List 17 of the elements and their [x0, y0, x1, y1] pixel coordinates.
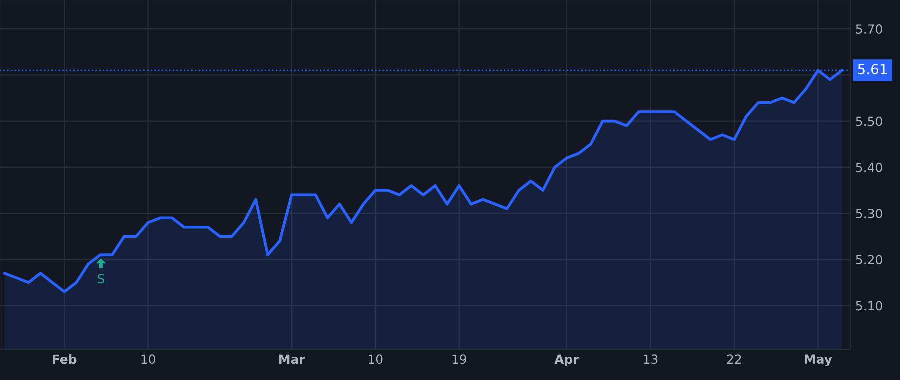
y-tick-label: 5.10	[856, 301, 882, 311]
y-tick-label: 5.50	[856, 116, 882, 126]
y-tick-label: 5.20	[856, 255, 882, 265]
y-tick-label: 5.70	[856, 24, 882, 34]
y-tick-label: 5.40	[856, 162, 882, 172]
x-tick-label: May	[805, 354, 832, 367]
y-tick-label: 5.30	[856, 209, 882, 218]
x-tick-label: Mar	[280, 354, 306, 364]
x-tick-label: 10	[369, 354, 383, 364]
annotation: S	[98, 274, 104, 284]
x-tick-label: 13	[644, 354, 658, 364]
ref-line-label: 5.61	[858, 64, 887, 75]
x-tick-label: Feb	[53, 354, 77, 364]
x-tick-label: 22	[727, 354, 742, 364]
x-tick-label: Apr	[554, 354, 580, 367]
x-tick-label: 19	[452, 354, 466, 364]
x-tick-label: 10	[142, 354, 156, 364]
